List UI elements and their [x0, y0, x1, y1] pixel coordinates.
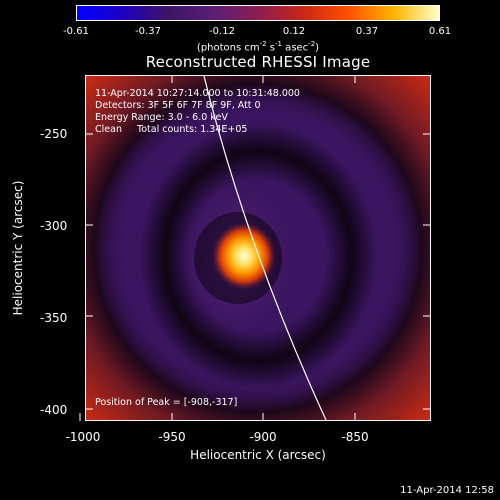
colorbar	[76, 5, 440, 21]
x-tick-label: -850	[341, 430, 369, 444]
colorbar-tick-label: -0.12	[209, 26, 235, 37]
generation-timestamp: 11-Apr-2014 12:58	[400, 485, 494, 496]
image-plot-area: 11-Apr-2014 10:27:14.000 to 10:31:48.000…	[85, 75, 431, 421]
y-tick-label: -350	[40, 311, 68, 325]
info-peak-position: Position of Peak = [-908,-317]	[95, 397, 238, 408]
info-energy-range: Energy Range: 3.0 - 6.0 keV	[95, 112, 228, 123]
colorbar-tick-label: 0.61	[428, 26, 452, 37]
colorbar-tick-label: -0.61	[63, 26, 89, 37]
x-tick-label: -950	[158, 430, 186, 444]
y-axis-label: Heliocentric Y (arcsec)	[11, 180, 25, 316]
colorbar-tick-label: 0.12	[282, 26, 306, 37]
plot-title: Reconstructed RHESSI Image	[145, 53, 371, 71]
colorbar-units: (photons cm-2 s-1 asec-2)	[196, 40, 320, 54]
y-tick-label: -250	[40, 127, 68, 141]
x-axis-label: Heliocentric X (arcsec)	[190, 448, 326, 462]
info-detectors: Detectors: 3F 5F 6F 7F 8F 9F, Att 0	[95, 100, 261, 111]
flare-source	[212, 222, 276, 290]
colorbar-tick-label: 0.37	[355, 26, 379, 37]
x-tick-label: -900	[249, 430, 277, 444]
y-tick-label: -300	[40, 219, 68, 233]
info-time-range: 11-Apr-2014 10:27:14.000 to 10:31:48.000	[95, 88, 300, 99]
info-clean-counts: Clean Total counts: 1.34E+05	[95, 124, 248, 135]
rhessi-image	[86, 76, 430, 420]
x-tick-label: -1000	[65, 430, 101, 444]
solar-limb-line	[203, 76, 327, 420]
colorbar-tick-label: -0.37	[135, 26, 161, 37]
y-tick-label: -400	[40, 403, 68, 417]
